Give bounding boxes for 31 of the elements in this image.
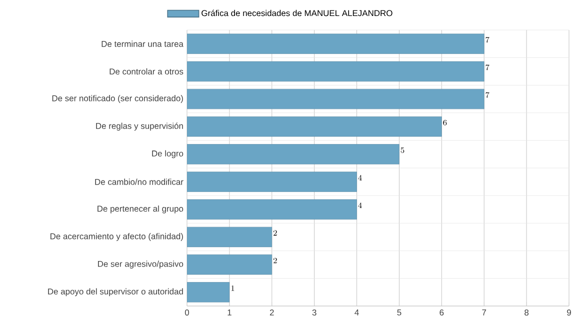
- x-tick-label: 4: [354, 310, 359, 316]
- bar: [187, 144, 400, 164]
- x-tick-label: 3: [312, 310, 316, 316]
- y-tick-label: De apoyo del supervisor o autoridad: [48, 288, 183, 296]
- bar: [187, 254, 272, 275]
- bar: [187, 61, 484, 82]
- x-tick-label: 5: [397, 310, 402, 316]
- y-tick-label: De ser agresivo/pasivo: [98, 260, 184, 269]
- y-tick-label: De terminar una tarea: [102, 40, 184, 47]
- y-tick-label: De acercamiento y afecto (afinidad): [50, 233, 183, 241]
- x-tick-label: 1: [228, 310, 232, 316]
- bar: [187, 199, 357, 220]
- bar: [187, 88, 484, 110]
- bar: [187, 172, 357, 192]
- y-tick-label: De reglas y supervisión: [96, 122, 183, 131]
- x-tick-label: 8: [524, 310, 529, 316]
- bar: [187, 116, 442, 137]
- bar: [187, 226, 272, 248]
- legend-label: Gráfica de necesidades de MANUEL ALEJANDRO: [202, 10, 392, 16]
- y-tick-label: De controlar a otros: [110, 68, 184, 75]
- y-tick-label: De ser notificado (ser considerado): [52, 95, 183, 103]
- x-tick-label: 7: [482, 310, 486, 316]
- x-tick-label: 6: [440, 310, 444, 316]
- x-tick-label: 0: [184, 310, 190, 316]
- y-tick-label: De logro: [152, 150, 184, 158]
- y-tick-label: De cambio/no modificar: [95, 178, 184, 185]
- bar: [187, 282, 230, 302]
- x-tick-label: 2: [270, 310, 274, 316]
- x-tick-label: 9: [567, 310, 571, 316]
- y-tick-label: De pertenecer al grupo: [98, 205, 184, 214]
- bar: [187, 34, 484, 54]
